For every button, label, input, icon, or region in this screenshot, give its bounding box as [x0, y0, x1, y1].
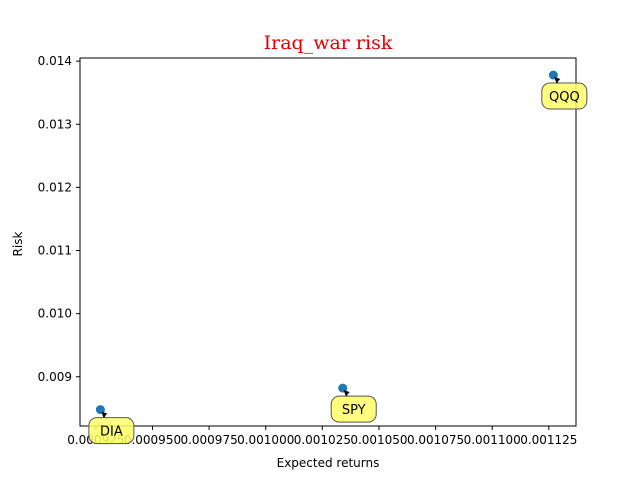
point-annotation: SPY: [330, 390, 377, 423]
y-axis: 0.009 0.010 0.011 0.012 0.013 0.014: [38, 54, 80, 384]
annotation-box: [330, 395, 377, 423]
x-tick-label: 0.000975: [180, 433, 237, 447]
chart-title: Iraq_war risk: [264, 32, 393, 54]
point-annotation: DIA: [88, 411, 135, 445]
annotation-box: [541, 82, 588, 110]
x-axis: 0.0009250.0009500.0009750.0010000.001025…: [67, 426, 577, 447]
x-tick-label: 0.001050: [350, 433, 407, 447]
annotation-arrowhead: [554, 77, 561, 84]
x-tick-label: 0.001000: [237, 433, 294, 447]
x-tick-label: 0.001075: [407, 433, 464, 447]
y-tick-label: 0.013: [38, 117, 72, 131]
y-axis-label: Risk: [11, 232, 25, 257]
plot-frame: [79, 57, 577, 427]
point-annotations: DIA SPY QQQ: [88, 77, 588, 445]
y-tick-label: 0.011: [38, 244, 72, 258]
data-points: [95, 70, 558, 415]
y-tick-label: 0.010: [38, 307, 72, 321]
annotation-label: SPY: [342, 403, 366, 418]
x-tick-label: 0.001125: [520, 433, 577, 447]
data-point: [338, 383, 348, 393]
x-tick-label: 0.001025: [294, 433, 351, 447]
plot-area: [79, 57, 577, 427]
data-point: [548, 70, 558, 80]
annotation-arrowhead: [343, 390, 350, 397]
x-axis-label: Expected returns: [277, 456, 380, 470]
x-tick-label: 0.000950: [124, 433, 181, 447]
point-annotation: QQQ: [541, 77, 588, 110]
annotation-box: [88, 417, 135, 445]
y-tick-label: 0.014: [38, 54, 72, 68]
annotation-label: QQQ: [549, 90, 580, 105]
y-tick-label: 0.009: [38, 370, 72, 384]
y-tick-label: 0.012: [38, 180, 72, 194]
data-point: [95, 405, 105, 415]
x-tick-label: 0.001100: [464, 433, 521, 447]
annotation-arrowhead: [101, 411, 108, 418]
annotation-label: DIA: [100, 425, 123, 440]
